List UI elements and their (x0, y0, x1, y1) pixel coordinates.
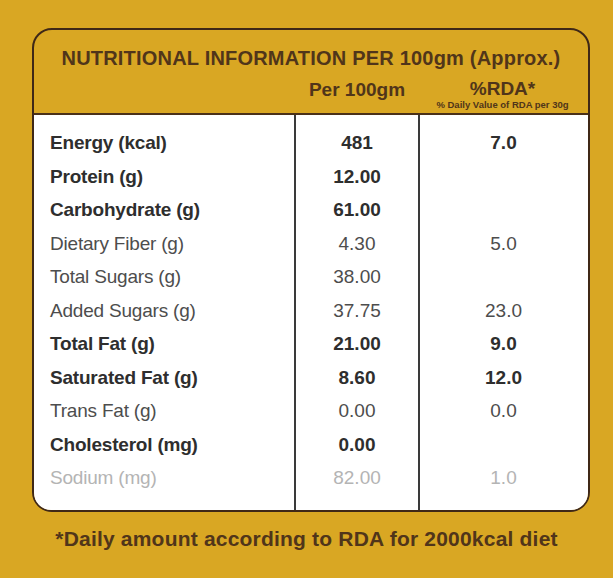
table-row: Energy (kcal) 481 7.0 (34, 126, 588, 160)
table-row: Cholesterol (mg) 0.00 (34, 428, 588, 462)
table-row: Sodium (mg) 82.00 1.0 (34, 461, 588, 495)
nutrient-label: Total Fat (g) (34, 327, 295, 361)
rda-value: 23.0 (419, 294, 588, 328)
nutrient-label: Dietary Fiber (g) (34, 227, 295, 261)
rda-footnote: *Daily amount according to RDA for 2000k… (0, 527, 613, 551)
nutrient-label: Total Sugars (g) (34, 260, 295, 294)
rda-value: 0.0 (419, 394, 588, 428)
table-row: Dietary Fiber (g) 4.30 5.0 (34, 227, 588, 261)
nutrient-label: Protein (g) (34, 160, 295, 194)
rda-header-label: %RDA* (419, 79, 586, 99)
nutrient-label: Added Sugars (g) (34, 294, 295, 328)
nutrient-label: Saturated Fat (g) (34, 361, 295, 395)
per100-value: 0.00 (295, 428, 419, 462)
nutrient-label: Carbohydrate (g) (34, 193, 295, 227)
per100-value: 38.00 (295, 260, 419, 294)
rda-value: 12.0 (419, 361, 588, 395)
nutrition-label-card: NUTRITIONAL INFORMATION PER 100gm (Appro… (32, 28, 590, 512)
table-row: Total Sugars (g) 38.00 (34, 260, 588, 294)
per100-value: 8.60 (295, 361, 419, 395)
column-header-per100: Per 100gm (295, 79, 419, 101)
table-row: Added Sugars (g) 37.75 23.0 (34, 294, 588, 328)
label-title: NUTRITIONAL INFORMATION PER 100gm (Appro… (34, 30, 588, 70)
rda-value: 9.0 (419, 327, 588, 361)
label-header: NUTRITIONAL INFORMATION PER 100gm (Appro… (34, 30, 588, 113)
table-row: Saturated Fat (g) 8.60 12.0 (34, 361, 588, 395)
rda-value (419, 160, 588, 194)
rda-value (419, 260, 588, 294)
nutrient-label: Cholesterol (mg) (34, 428, 295, 462)
table-row: Total Fat (g) 21.00 9.0 (34, 327, 588, 361)
nutrient-label: Sodium (mg) (34, 461, 295, 495)
table-row: Trans Fat (g) 0.00 0.0 (34, 394, 588, 428)
rda-value (419, 193, 588, 227)
nutrient-label: Energy (kcal) (34, 126, 295, 160)
column-divider-right (418, 115, 420, 510)
per100-value: 82.00 (295, 461, 419, 495)
column-divider-left (294, 115, 296, 510)
rda-value: 5.0 (419, 227, 588, 261)
per100-value: 37.75 (295, 294, 419, 328)
nutrition-table: Energy (kcal) 481 7.0 Protein (g) 12.00 … (34, 113, 588, 510)
table-row: Protein (g) 12.00 (34, 160, 588, 194)
rda-value: 1.0 (419, 461, 588, 495)
per100-value: 61.00 (295, 193, 419, 227)
per100-value: 0.00 (295, 394, 419, 428)
per100-value: 21.00 (295, 327, 419, 361)
per100-value: 481 (295, 126, 419, 160)
column-header-rda: %RDA* % Daily Value of RDA per 30g (419, 79, 586, 110)
table-rows: Energy (kcal) 481 7.0 Protein (g) 12.00 … (34, 126, 588, 495)
nutrient-label: Trans Fat (g) (34, 394, 295, 428)
table-row: Carbohydrate (g) 61.00 (34, 193, 588, 227)
rda-header-sublabel: % Daily Value of RDA per 30g (419, 99, 586, 110)
rda-value (419, 428, 588, 462)
rda-value: 7.0 (419, 126, 588, 160)
per100-value: 4.30 (295, 227, 419, 261)
per100-value: 12.00 (295, 160, 419, 194)
